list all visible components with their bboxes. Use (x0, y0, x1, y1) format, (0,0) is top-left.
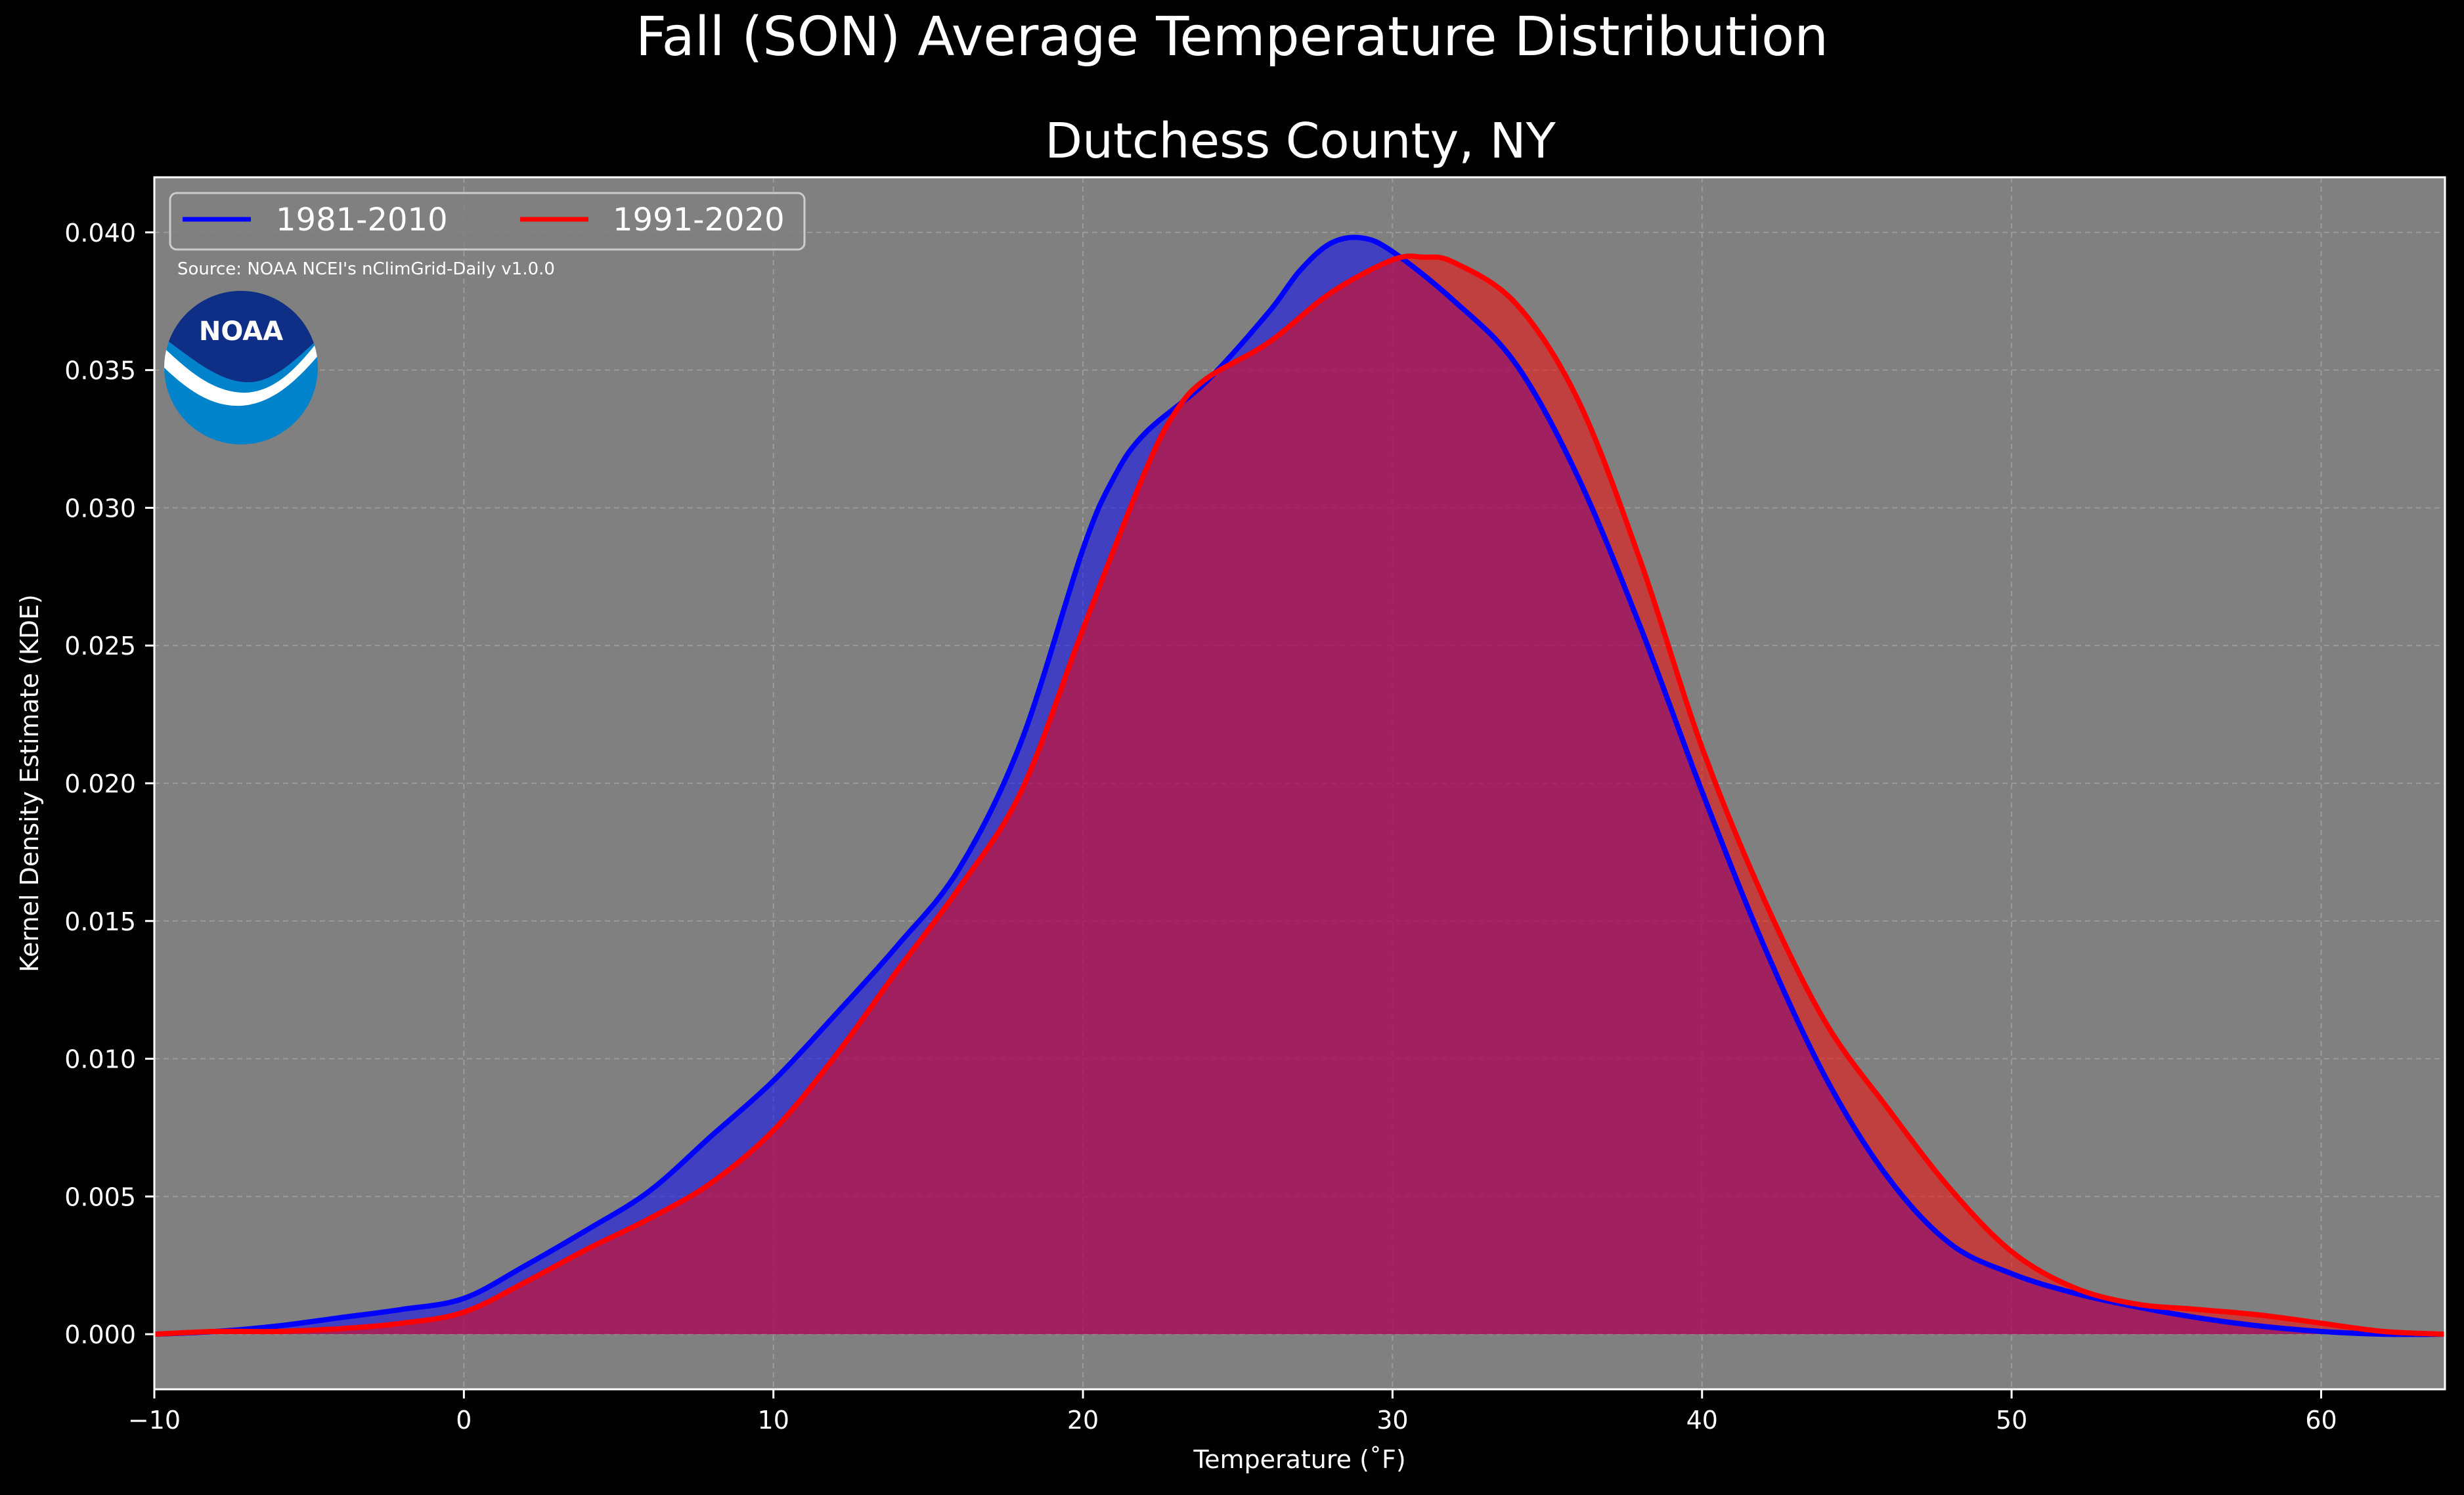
y-tick-label: 0.040 (64, 219, 136, 248)
x-tick-label: 50 (1996, 1406, 2027, 1435)
x-tick-label: 20 (1067, 1406, 1099, 1435)
x-tick-label: 30 (1376, 1406, 1408, 1435)
x-tick-label: 40 (1686, 1406, 1718, 1435)
y-tick-label: 0.010 (64, 1045, 136, 1074)
y-tick-label: 0.015 (64, 907, 136, 936)
line-1981-2010 (154, 234, 2446, 1337)
legend: 1981-2010 1991-2020 (169, 192, 806, 251)
noaa-logo-text: NOAA (199, 316, 283, 347)
legend-label-1991-2020: 1991-2020 (613, 202, 785, 238)
y-tick-label: 0.005 (64, 1182, 136, 1211)
source-note: Source: NOAA NCEI's nClimGrid-Daily v1.0… (177, 259, 555, 279)
density-lines (154, 234, 2446, 1337)
x-tick-label: 60 (2305, 1406, 2337, 1435)
y-tick-label: 0.020 (64, 769, 136, 798)
legend-box (169, 192, 806, 251)
density-areas (154, 237, 2445, 1335)
y-tick-label: 0.035 (64, 357, 136, 385)
y-tick-label: 0.025 (64, 632, 136, 661)
x-tick-label: 10 (758, 1406, 789, 1435)
area-1991-2020 (154, 256, 2445, 1335)
legend-label-1981-2010: 1981-2010 (276, 202, 448, 238)
y-axis-ticks: 0.000 0.005 0.010 0.015 0.020 0.025 0.030 0.035… (64, 219, 154, 1349)
y-tick-label: 0.000 (64, 1320, 136, 1349)
x-axis-label: Temperature (˚F) (1193, 1445, 1405, 1474)
x-axis-ticks: −10 0 10 20 30 40 50 60 (128, 1389, 2337, 1435)
chart-title: Fall (SON) Average Temperature Distribut… (636, 6, 1828, 68)
y-tick-label: 0.030 (64, 494, 136, 523)
x-tick-label: 0 (456, 1406, 472, 1435)
chart-subtitle: Dutchess County, NY (1045, 113, 1556, 169)
line-1991-2020 (154, 253, 2446, 1337)
x-tick-label: −10 (128, 1406, 181, 1435)
y-axis-label: Kernel Density Estimate (KDE) (15, 594, 44, 972)
